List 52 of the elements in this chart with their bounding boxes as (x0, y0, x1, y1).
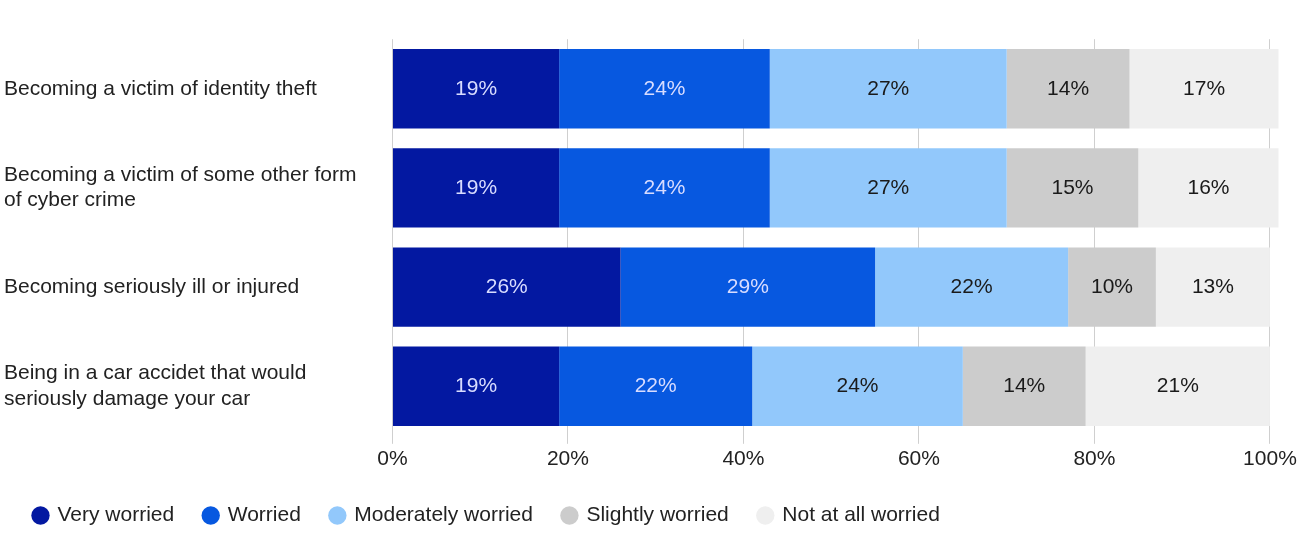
data-label: 10% (1090, 273, 1134, 297)
data-label: 22% (950, 273, 993, 297)
data-label: 16% (1187, 174, 1230, 198)
legend-label: Slightly worried (586, 502, 729, 526)
bar (392, 247, 621, 327)
y-tick-label: Being in a car accidet that would seriously damage your car (4, 360, 307, 409)
bar (962, 346, 1086, 426)
bar (769, 148, 1007, 228)
data-label: 27% (867, 174, 910, 198)
data-label: 14% (1047, 75, 1090, 99)
y-tick-label: Becoming seriously ill or injured (4, 273, 300, 297)
x-tick-label: 80% (1073, 446, 1116, 470)
data-label: 17% (1183, 75, 1226, 99)
x-tick-label: 40% (722, 446, 765, 470)
x-tick-label: 0% (377, 446, 408, 470)
legend-label: Worried (227, 502, 301, 526)
legend-label: Very worried (57, 502, 175, 526)
bar (1085, 346, 1270, 426)
data-label: 21% (1156, 373, 1199, 397)
bar (559, 148, 770, 228)
y-tick-label: Becoming a victim of identity theft (4, 75, 317, 99)
data-label: 29% (726, 273, 769, 297)
data-label: 19% (455, 174, 498, 198)
bar (559, 49, 770, 129)
bar (559, 346, 753, 426)
x-tick-label: 100% (1243, 446, 1297, 470)
bar (620, 247, 876, 327)
bar (875, 247, 1069, 327)
data-label: 24% (643, 75, 686, 99)
data-label: 15% (1051, 174, 1094, 198)
data-label: 19% (455, 373, 498, 397)
y-tick-label: Becoming a victim of some other form of cyber crime (4, 162, 357, 211)
bar (769, 49, 1007, 129)
data-label: 22% (634, 373, 677, 397)
data-label: 14% (1003, 373, 1046, 397)
data-label: 27% (867, 75, 910, 99)
bar (1155, 247, 1270, 327)
data-label: 26% (485, 273, 528, 297)
data-label: 19% (455, 75, 498, 99)
bar (392, 148, 560, 228)
data-label: 24% (643, 174, 686, 198)
bar (1138, 148, 1279, 228)
x-tick-label: 60% (897, 446, 940, 470)
x-tick-label: 20% (546, 446, 589, 470)
bar (752, 346, 963, 426)
bar (392, 49, 560, 129)
legend-label: Moderately worried (354, 502, 533, 526)
data-label: 13% (1191, 273, 1234, 297)
bar (392, 346, 560, 426)
bar (1129, 49, 1279, 129)
legend-label: Not at all worried (782, 502, 940, 526)
data-label: 24% (836, 373, 879, 397)
